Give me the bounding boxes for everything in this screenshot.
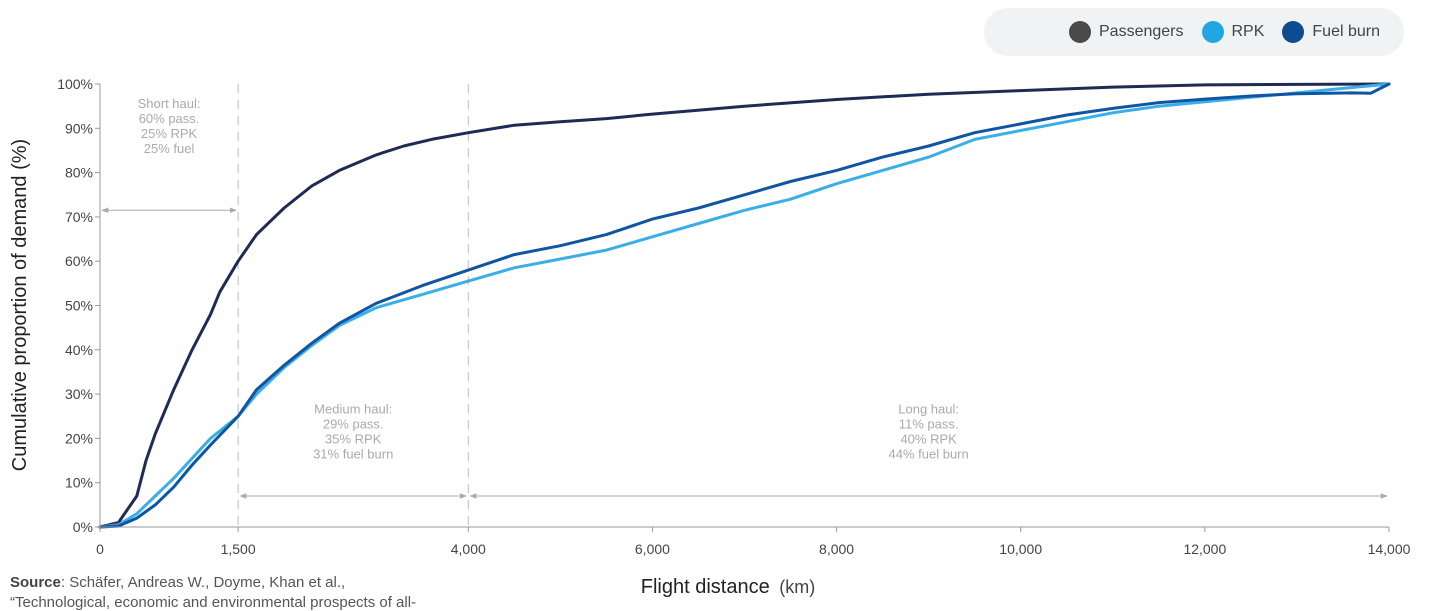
y-tick-label: 10%	[65, 475, 93, 491]
x-tick-label: 1,500	[221, 541, 256, 557]
chart-series	[98, 82, 1391, 529]
long-haul-label: Long haul:	[898, 402, 959, 417]
chart-grid	[237, 84, 469, 527]
series-line-fuel-burn	[98, 82, 1391, 529]
x-tick-label: 12,000	[1183, 541, 1226, 557]
x-tick-label: 4,000	[451, 541, 486, 557]
x-axis-label: Flight distance (km)	[641, 576, 816, 598]
legend-dot-fuel-burn	[1282, 21, 1305, 43]
x-tick-label: 0	[96, 541, 104, 557]
source-label: Source	[10, 574, 61, 591]
medium-haul-label: 29% pass.	[323, 417, 384, 432]
x-axis-label-unit: (km)	[779, 577, 815, 597]
series-line-rpk	[98, 82, 1391, 529]
series-line-passengers	[98, 82, 1391, 529]
y-tick-label: 70%	[65, 209, 93, 225]
x-tick-label: 10,000	[999, 541, 1042, 557]
y-tick-label: 60%	[65, 253, 93, 269]
y-tick-label: 80%	[65, 165, 93, 181]
legend-label-fuel-burn: Fuel burn	[1312, 23, 1380, 40]
long-haul-label: 44% fuel burn	[889, 447, 969, 462]
legend-dot-rpk	[1201, 21, 1224, 43]
short-haul-label: 25% RPK	[141, 126, 198, 141]
legend-label-passengers: Passengers	[1099, 23, 1184, 40]
long-haul-label: 40% RPK	[900, 432, 957, 447]
y-tick-label: 90%	[65, 120, 93, 136]
x-tick-label: 8,000	[819, 541, 854, 557]
source-text: : Schäfer, Andreas W., Doyme, Khan et al…	[60, 574, 346, 591]
x-tick-label: 6,000	[635, 541, 670, 557]
x-axis-label-main: Flight distance	[641, 576, 770, 598]
y-tick-label: 100%	[57, 76, 93, 92]
y-tick-label: 0%	[73, 519, 93, 535]
long-haul-label: 11% pass.	[899, 417, 959, 432]
legend-item-passengers: Passengers	[1069, 21, 1184, 43]
legend-label-rpk: RPK	[1231, 23, 1265, 40]
legend-dot-passengers	[1069, 21, 1091, 43]
short-haul-label: 25% fuel	[144, 141, 195, 156]
x-tick-label: 14,000	[1368, 541, 1411, 557]
medium-haul-label: 31% fuel burn	[313, 447, 393, 462]
y-tick-label: 40%	[65, 342, 93, 358]
short-haul-label: Short haul:	[138, 96, 201, 111]
source-note-continuation: “Technological, economic and environment…	[10, 594, 417, 611]
y-tick-label: 20%	[65, 430, 93, 446]
source-note: Source: Schäfer, Andreas W., Doyme, Khan…	[10, 572, 490, 594]
short-haul-label: 60% pass.	[139, 111, 200, 126]
medium-haul-label: Medium haul:	[314, 402, 392, 417]
y-tick-label: 30%	[65, 386, 93, 402]
legend-item-rpk: RPK	[1201, 21, 1265, 43]
y-axis-label: Cumulative proportion of demand (%)	[9, 139, 31, 471]
legend-item-fuel-burn: Fuel burn	[1282, 21, 1380, 43]
medium-haul-label: 35% RPK	[325, 432, 382, 447]
y-tick-label: 50%	[65, 298, 93, 314]
chart-legend: Passengers RPK Fuel burn	[984, 8, 1404, 56]
chart-axes: 0% 10% 20% 30% 40% 50% 60% 70% 80% 90% 100% 0 1,500 4…	[57, 76, 1410, 557]
